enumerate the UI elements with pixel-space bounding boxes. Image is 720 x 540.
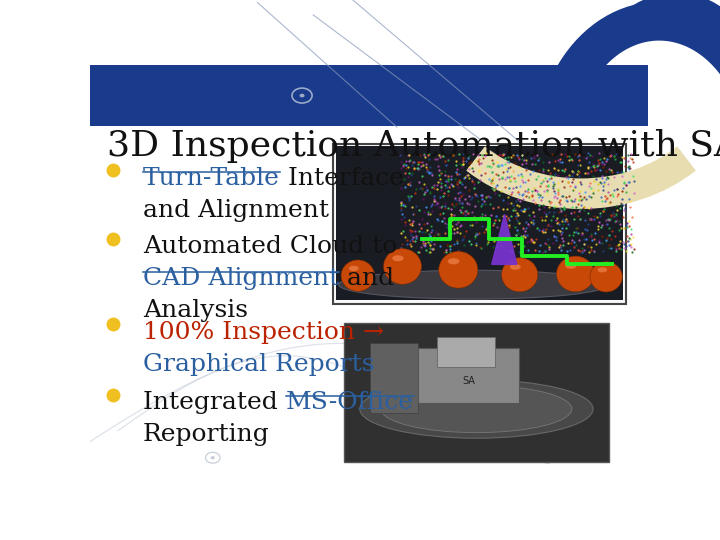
- Text: Graphical Reports: Graphical Reports: [143, 353, 374, 375]
- Text: Integrated: Integrated: [143, 391, 286, 414]
- Ellipse shape: [348, 266, 359, 271]
- Ellipse shape: [438, 252, 478, 288]
- Text: and: and: [339, 267, 395, 291]
- Text: Turn-Table: Turn-Table: [143, 167, 280, 190]
- Ellipse shape: [384, 248, 421, 284]
- Circle shape: [545, 456, 550, 460]
- Text: Automated Cloud to: Automated Cloud to: [143, 235, 405, 258]
- Ellipse shape: [502, 258, 538, 292]
- FancyBboxPatch shape: [370, 343, 418, 413]
- FancyBboxPatch shape: [436, 336, 495, 367]
- Text: and Alignment: and Alignment: [143, 199, 329, 222]
- FancyBboxPatch shape: [344, 322, 609, 462]
- Text: Analysis: Analysis: [143, 299, 248, 322]
- Text: 100% Inspection →: 100% Inspection →: [143, 321, 384, 343]
- Ellipse shape: [381, 385, 572, 433]
- Text: SA: SA: [462, 376, 475, 386]
- Text: Interface: Interface: [280, 167, 404, 190]
- Text: Reporting: Reporting: [143, 423, 270, 446]
- Ellipse shape: [565, 262, 577, 269]
- Ellipse shape: [590, 262, 622, 292]
- FancyBboxPatch shape: [418, 348, 519, 403]
- Circle shape: [210, 456, 215, 460]
- Ellipse shape: [392, 255, 404, 261]
- FancyBboxPatch shape: [333, 144, 626, 304]
- FancyBboxPatch shape: [90, 65, 648, 126]
- Circle shape: [300, 94, 305, 97]
- Text: MS-Office: MS-Office: [286, 391, 413, 414]
- Ellipse shape: [338, 270, 608, 299]
- Text: 3D Inspection Automation with SA: 3D Inspection Automation with SA: [107, 129, 720, 163]
- Polygon shape: [492, 214, 517, 265]
- FancyBboxPatch shape: [336, 146, 623, 300]
- Ellipse shape: [598, 267, 607, 273]
- Text: CAD Alignment: CAD Alignment: [143, 267, 339, 291]
- Ellipse shape: [510, 264, 521, 270]
- Ellipse shape: [360, 380, 593, 438]
- Ellipse shape: [341, 260, 374, 291]
- Ellipse shape: [448, 258, 459, 265]
- Ellipse shape: [557, 256, 595, 292]
